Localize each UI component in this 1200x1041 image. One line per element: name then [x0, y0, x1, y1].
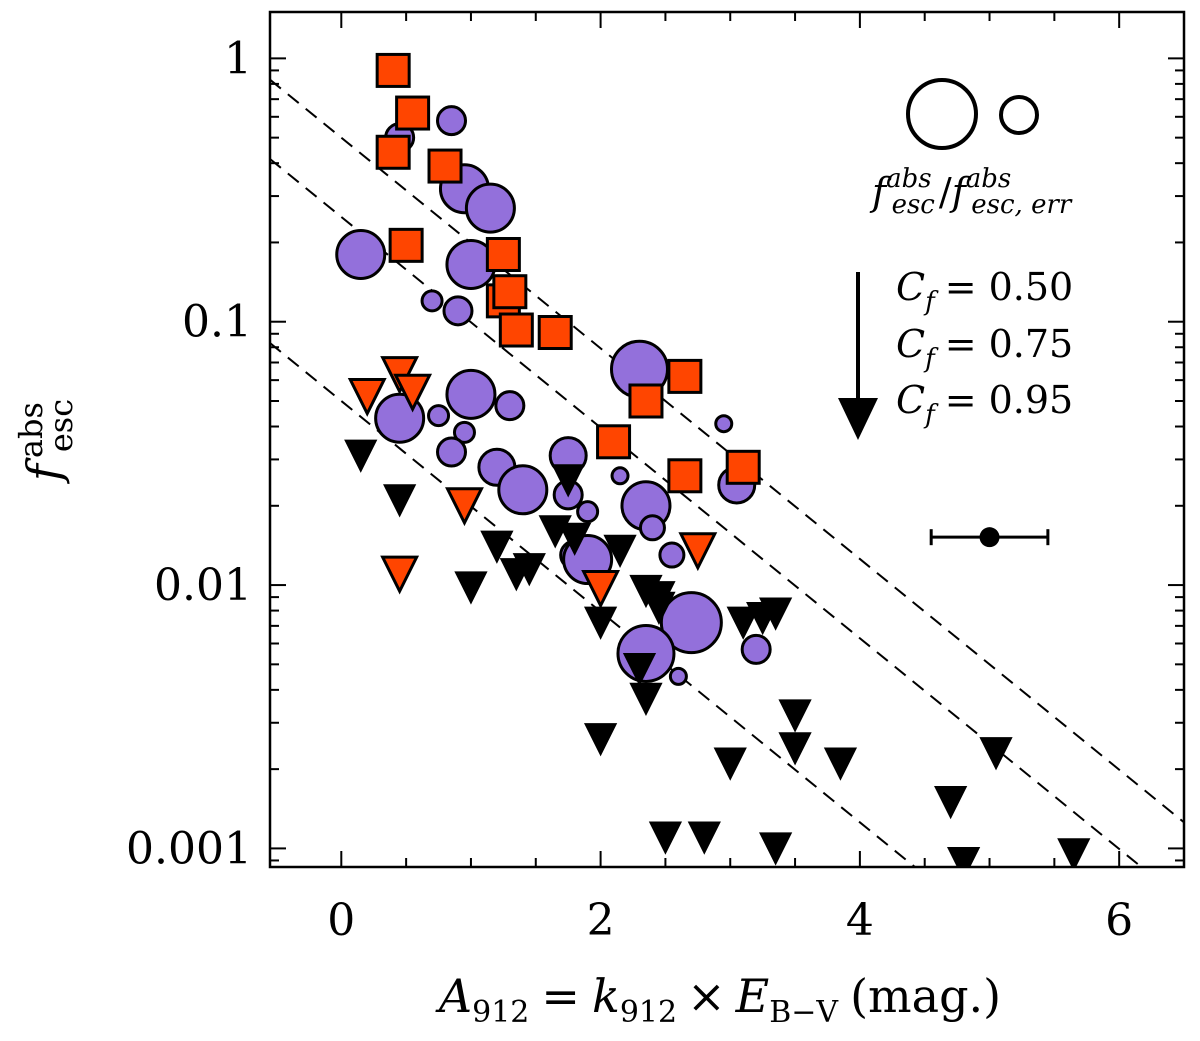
y-tick-label-0: 1 [224, 33, 252, 84]
data-markers [335, 52, 1091, 867]
square-point-7 [492, 274, 528, 310]
x-tick-label-2: 4 [846, 895, 874, 946]
black-triangle-point-2 [454, 571, 488, 605]
square-point-9 [537, 315, 573, 351]
black-triangle-point-29 [946, 847, 981, 867]
black-triangle-point-7 [551, 464, 585, 498]
reference-line-1 [270, 158, 1143, 867]
black-triangle-point-20 [778, 699, 812, 733]
black-triangle-point-19 [758, 597, 793, 631]
y-tick-label-2: 0.01 [154, 560, 252, 611]
circle-point-26 [658, 541, 686, 569]
circle-point-32 [740, 633, 772, 665]
black-triangle-point-16 [583, 723, 618, 757]
axis-ticks [270, 12, 1184, 867]
red-triangle-point-2 [393, 373, 433, 413]
circle-point-12 [445, 368, 497, 420]
circle-point-0 [335, 228, 387, 280]
circle-point-6 [464, 182, 516, 234]
circle-point-4 [442, 295, 474, 327]
reference-line-2 [270, 342, 917, 867]
square-point-1 [395, 95, 431, 131]
square-point-0 [375, 52, 411, 88]
circle-point-11 [452, 420, 476, 444]
square-point-8 [498, 312, 534, 348]
black-triangle-point-0 [344, 439, 378, 473]
circle-point-14 [436, 436, 468, 468]
circle-point-27 [659, 591, 723, 655]
circle-point-3 [420, 289, 444, 313]
red-triangle-point-5 [581, 570, 621, 609]
circle-point-13 [494, 390, 526, 422]
circle-point-29 [668, 666, 688, 686]
circle-point-20 [610, 466, 630, 486]
black-triangle-point-13 [642, 591, 676, 625]
black-triangle-point-23 [823, 747, 858, 781]
black-triangle-point-9 [603, 534, 637, 568]
legend-cf-075: Cf = 0.75 [896, 322, 1073, 374]
legend-large-circle [906, 78, 978, 150]
circle-point-16 [497, 464, 549, 516]
black-triangle-point-30 [1057, 838, 1091, 867]
square-point-3 [427, 148, 463, 184]
black-triangle-point-21 [778, 732, 812, 766]
square-point-11 [628, 383, 664, 419]
error-bar-point [979, 527, 1000, 548]
black-triangle-point-26 [758, 832, 793, 866]
circle-point-24 [638, 514, 666, 542]
square-point-14 [725, 449, 761, 485]
x-axis-title: A912 = k912 × EB−V (mag.) [435, 969, 1001, 1030]
black-triangle-point-24 [648, 821, 683, 855]
red-triangle-point-3 [445, 487, 484, 527]
red-triangle-point-4 [380, 555, 420, 595]
black-triangle-point-14 [622, 653, 657, 687]
black-triangle-point-3 [480, 530, 514, 564]
y-tick-label-3: 0.001 [126, 823, 252, 874]
circle-point-10 [427, 404, 451, 428]
plot-frame [268, 10, 1186, 869]
y-axis-title: fabsesc [12, 399, 80, 484]
black-triangle-point-10 [583, 606, 618, 640]
red-triangle-point-6 [678, 532, 718, 572]
legend-size-label: fabs esc/fabs esc, err [869, 164, 1073, 220]
black-triangle-point-17 [726, 606, 760, 640]
black-triangle-point-22 [713, 747, 747, 781]
square-point-12 [667, 358, 703, 394]
legend-cf-050: Cf = 0.50 [896, 265, 1073, 317]
black-triangle-point-28 [979, 737, 1013, 771]
legend-upper-limit-arrow-head [838, 398, 878, 440]
circle-point-31 [714, 414, 734, 434]
square-point-5 [485, 236, 521, 272]
black-triangle-point-5 [512, 553, 546, 587]
legend-cf-095: Cf = 0.95 [896, 378, 1073, 430]
square-point-4 [388, 227, 424, 263]
black-triangle-point-27 [934, 786, 968, 820]
black-triangle-point-8 [558, 522, 592, 556]
x-tick-label-1: 2 [587, 895, 615, 946]
red-triangle-point-0 [347, 378, 387, 417]
legend-small-circle [999, 95, 1039, 135]
x-tick-label-0: 0 [327, 895, 355, 946]
square-point-10 [596, 424, 632, 460]
black-triangle-point-15 [629, 682, 663, 717]
black-triangle-point-25 [687, 821, 721, 855]
circle-point-2 [436, 105, 468, 137]
x-tick-label-3: 6 [1105, 895, 1133, 946]
y-tick-label-1: 0.1 [182, 297, 252, 348]
typical-error-bar [929, 527, 1050, 548]
square-point-2 [375, 134, 411, 170]
circle-point-19 [576, 500, 600, 524]
square-point-13 [667, 458, 703, 494]
black-triangle-point-1 [383, 484, 417, 518]
